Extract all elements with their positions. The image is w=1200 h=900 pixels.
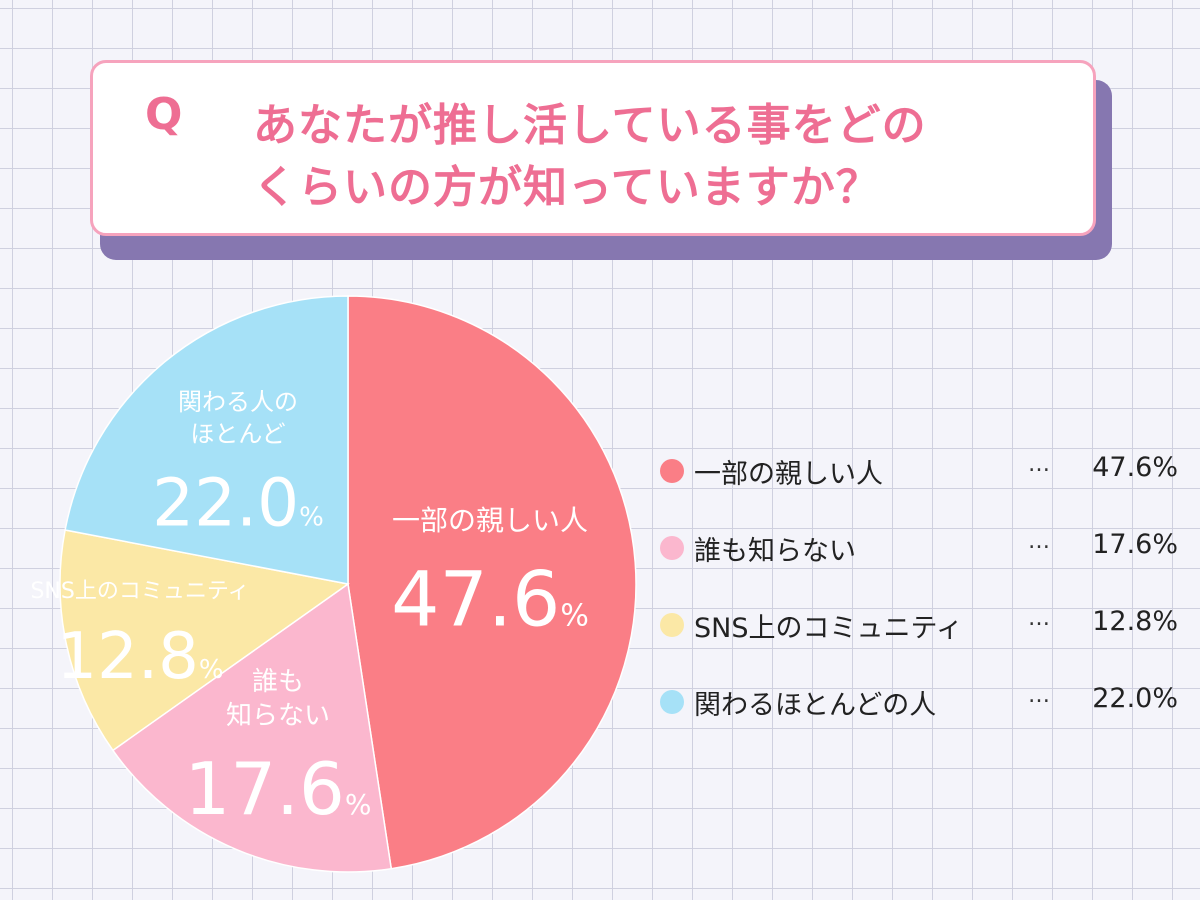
question-mark-q: Q xyxy=(145,89,183,140)
slice-label: 知らない xyxy=(226,701,330,731)
pie-slice xyxy=(347,295,637,870)
pie-slice xyxy=(111,582,393,873)
legend-label: 一部の親しい人 xyxy=(694,459,883,490)
legend-label: SNS上のコミュニティ xyxy=(694,613,963,644)
slice-value-label: 17.6% xyxy=(185,747,372,831)
legend: 一部の親しい人 … 47.6% 誰も知らない … 17.6% SNS上のコミュニ… xyxy=(658,442,1188,750)
question-line-2: くらいの方が知っていますか？ xyxy=(253,162,881,213)
question-box: Q あなたが推し活している事をどの くらいの方が知っていますか？ xyxy=(90,60,1096,236)
legend-ellipsis: … xyxy=(1028,606,1050,631)
legend-color-dot xyxy=(660,690,684,714)
legend-item: 一部の親しい人 … 47.6% xyxy=(658,442,1188,519)
legend-color-dot xyxy=(660,536,684,560)
pie-slice xyxy=(64,295,349,585)
legend-label: 関わるほとんどの人 xyxy=(694,690,937,721)
legend-item: 誰も知らない … 17.6% xyxy=(658,519,1188,596)
slice-label: 関わる人の xyxy=(178,388,298,416)
legend-color-dot xyxy=(660,613,684,637)
legend-ellipsis: … xyxy=(1028,529,1050,554)
legend-value: 47.6% xyxy=(1092,452,1178,483)
question-line-1: あなたが推し活している事をどの xyxy=(253,100,927,151)
slice-label: SNS上のコミュニティ xyxy=(30,579,249,604)
pie-slice xyxy=(59,529,350,752)
slice-label: 誰も xyxy=(252,667,304,697)
slice-label: ほとんど xyxy=(190,420,285,448)
legend-value: 22.0% xyxy=(1092,683,1178,714)
legend-item: SNS上のコミュニティ … 12.8% xyxy=(658,596,1188,673)
legend-value: 17.6% xyxy=(1092,529,1178,560)
legend-ellipsis: … xyxy=(1028,683,1050,708)
legend-value: 12.8% xyxy=(1092,606,1178,637)
slice-value-label: 12.8% xyxy=(56,620,223,694)
legend-item: 関わるほとんどの人 … 22.0% xyxy=(658,673,1188,750)
legend-label: 誰も知らない xyxy=(694,536,856,567)
slice-value-label: 22.0% xyxy=(152,464,324,541)
slice-label: 一部の親しい人 xyxy=(392,504,588,537)
legend-ellipsis: … xyxy=(1028,452,1050,477)
legend-color-dot xyxy=(660,459,684,483)
slice-value-label: 47.6% xyxy=(391,554,589,643)
